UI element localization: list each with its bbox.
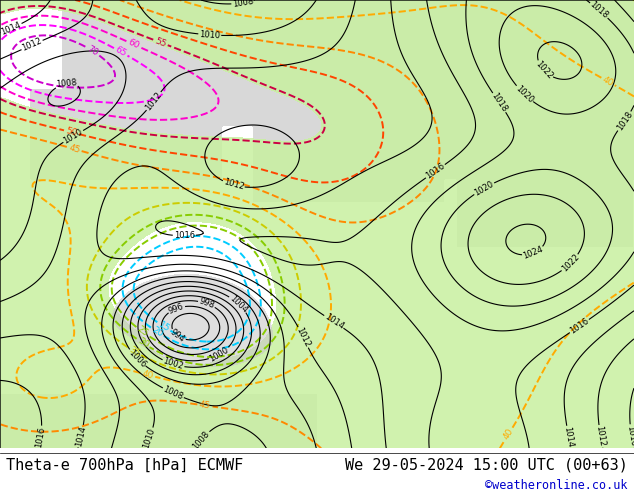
Text: 1002: 1002 bbox=[162, 357, 184, 371]
Text: 1014: 1014 bbox=[74, 425, 87, 447]
Text: 1004: 1004 bbox=[228, 294, 249, 314]
Text: 1012: 1012 bbox=[21, 37, 44, 53]
Text: 40: 40 bbox=[601, 75, 615, 88]
Text: We 29-05-2024 15:00 UTC (00+63): We 29-05-2024 15:00 UTC (00+63) bbox=[345, 458, 628, 472]
Text: 998: 998 bbox=[198, 296, 216, 311]
Text: 40: 40 bbox=[141, 369, 155, 381]
Text: 50: 50 bbox=[65, 126, 78, 138]
Text: 1022: 1022 bbox=[533, 59, 554, 81]
Text: 1024: 1024 bbox=[522, 245, 545, 261]
Text: 1006: 1006 bbox=[126, 348, 148, 369]
Text: 55: 55 bbox=[153, 36, 167, 49]
Text: 1010: 1010 bbox=[199, 30, 221, 40]
Text: 1016: 1016 bbox=[34, 426, 47, 448]
Text: 1008: 1008 bbox=[56, 78, 77, 89]
Text: 60: 60 bbox=[126, 38, 141, 51]
Text: 1016: 1016 bbox=[174, 231, 195, 240]
Text: Theta-e 700hPa [hPa] ECMWF: Theta-e 700hPa [hPa] ECMWF bbox=[6, 458, 243, 472]
Text: 1012: 1012 bbox=[295, 326, 312, 349]
Text: 1016: 1016 bbox=[424, 162, 446, 181]
Text: 1016: 1016 bbox=[568, 317, 591, 336]
Text: 1012: 1012 bbox=[144, 90, 164, 112]
Text: 1000: 1000 bbox=[208, 345, 231, 364]
Text: 30: 30 bbox=[136, 336, 150, 350]
Text: 1010: 1010 bbox=[62, 127, 84, 146]
Text: 1012: 1012 bbox=[223, 178, 245, 192]
Text: 15: 15 bbox=[157, 319, 171, 334]
Text: 70: 70 bbox=[85, 44, 100, 57]
Text: 45: 45 bbox=[198, 400, 211, 411]
Text: 1008: 1008 bbox=[191, 429, 212, 451]
Text: 1008: 1008 bbox=[231, 0, 254, 9]
Text: 994: 994 bbox=[169, 327, 186, 344]
Text: 65: 65 bbox=[113, 45, 128, 59]
Text: 1010: 1010 bbox=[626, 425, 634, 447]
Text: 1018: 1018 bbox=[588, 0, 610, 21]
Text: 1020: 1020 bbox=[472, 179, 495, 197]
Text: 1008: 1008 bbox=[162, 385, 184, 402]
Text: 1018: 1018 bbox=[615, 110, 634, 132]
Text: 1014: 1014 bbox=[0, 20, 23, 37]
Text: 1018: 1018 bbox=[489, 91, 509, 114]
Text: 996: 996 bbox=[167, 301, 185, 316]
Text: 1012: 1012 bbox=[595, 425, 607, 447]
Text: 1014: 1014 bbox=[562, 426, 575, 448]
Text: 1010: 1010 bbox=[142, 427, 157, 450]
Text: 25: 25 bbox=[135, 325, 150, 339]
Text: 1022: 1022 bbox=[560, 252, 581, 274]
Text: ©weatheronline.co.uk: ©weatheronline.co.uk bbox=[485, 479, 628, 490]
Text: 20: 20 bbox=[150, 325, 165, 339]
Text: 1014: 1014 bbox=[323, 312, 345, 331]
Text: 35: 35 bbox=[127, 344, 141, 358]
Text: 45: 45 bbox=[68, 143, 81, 155]
Text: 40: 40 bbox=[501, 427, 515, 441]
Text: 1020: 1020 bbox=[514, 84, 535, 105]
